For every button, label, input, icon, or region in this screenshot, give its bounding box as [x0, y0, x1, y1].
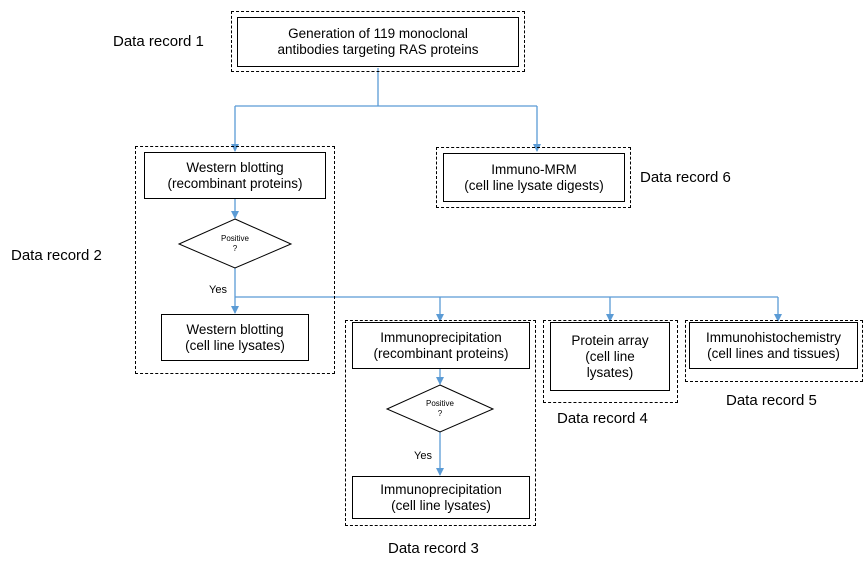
decision-2-text: Positive — [425, 399, 454, 408]
wb-recombinant-line-2: (recombinant proteins) — [167, 175, 303, 191]
immuno-mrm-line-1: Immuno-MRM — [491, 161, 577, 177]
protein-array-box: Protein array (cell line lysates) — [550, 322, 670, 391]
ip-recombinant-line-2: (recombinant proteins) — [373, 345, 509, 361]
ip-recombinant-line-1: Immunoprecipitation — [380, 329, 502, 345]
protein-array-line-3: lysates) — [586, 364, 634, 380]
yes-label-1: Yes — [209, 284, 227, 296]
data-record-5-label: Data record 5 — [726, 392, 817, 409]
data-record-3-group — [345, 320, 536, 526]
decision-2-q: ? — [437, 409, 443, 418]
ip-lysates-line-2: (cell line lysates) — [391, 497, 491, 513]
decision-2-label: Positive ? — [410, 399, 470, 419]
decision-1-text: Positive — [220, 234, 249, 243]
ip-recombinant-box: Immunoprecipitation (recombinant protein… — [352, 322, 530, 369]
ip-lysates-line-1: Immunoprecipitation — [380, 481, 502, 497]
ip-lysates-box: Immunoprecipitation (cell line lysates) — [352, 476, 530, 519]
immuno-mrm-line-2: (cell line lysate digests) — [464, 177, 604, 193]
data-record-4-label: Data record 4 — [557, 410, 648, 427]
data-record-1-label: Data record 1 — [113, 33, 204, 50]
ihc-box: Immunohistochemistry (cell lines and tis… — [689, 322, 858, 369]
wb-recombinant-box: Western blotting (recombinant proteins) — [144, 152, 326, 199]
ihc-line-1: Immunohistochemistry — [705, 329, 842, 345]
data-record-6-group — [436, 147, 631, 208]
protein-array-line-1: Protein array — [571, 332, 649, 348]
data-record-2-group — [135, 146, 335, 374]
wb-lysates-box: Western blotting (cell line lysates) — [161, 314, 309, 361]
generation-line-2: antibodies targeting RAS proteins — [277, 42, 479, 57]
decision-1-q: ? — [232, 244, 238, 253]
data-record-3-label: Data record 3 — [388, 540, 479, 557]
generation-line-1: Generation of 119 monoclonal — [288, 26, 468, 41]
data-record-1-group — [231, 11, 525, 72]
wb-lysates-line-2: (cell line lysates) — [185, 337, 285, 353]
data-record-4-group — [543, 320, 678, 403]
data-record-2-label: Data record 2 — [11, 247, 102, 264]
yes-label-2: Yes — [414, 450, 432, 462]
data-record-6-label: Data record 6 — [640, 169, 731, 186]
immuno-mrm-box: Immuno-MRM (cell line lysate digests) — [443, 153, 625, 202]
generation-box: Generation of 119 monoclonal antibodies … — [237, 17, 519, 67]
decision-1-label: Positive ? — [205, 234, 265, 254]
decision-diamond-1 — [177, 218, 293, 269]
ihc-line-2: (cell lines and tissues) — [707, 345, 840, 361]
wb-recombinant-line-1: Western blotting — [186, 159, 284, 175]
data-record-5-group — [685, 320, 863, 382]
decision-diamond-2 — [385, 384, 495, 433]
wb-lysates-line-1: Western blotting — [186, 321, 284, 337]
protein-array-line-2: (cell line — [585, 348, 635, 364]
